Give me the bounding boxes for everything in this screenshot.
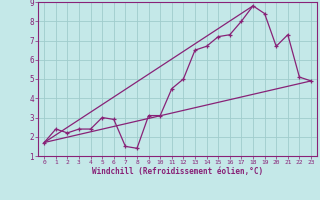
- X-axis label: Windchill (Refroidissement éolien,°C): Windchill (Refroidissement éolien,°C): [92, 167, 263, 176]
